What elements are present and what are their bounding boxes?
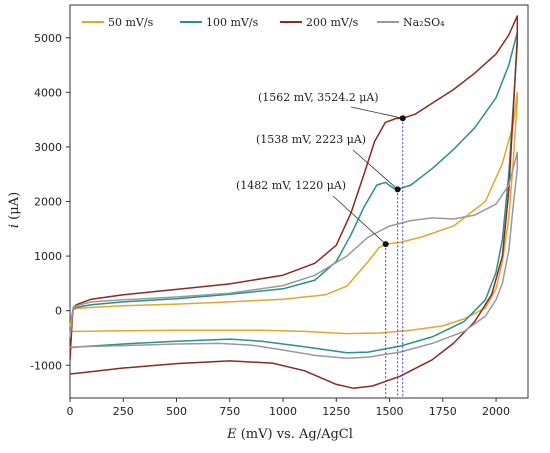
legend-label: 200 mV/s (306, 16, 359, 29)
y-tick-label: 3000 (34, 141, 62, 154)
series-line-3 (69, 151, 519, 359)
annotation-layer: (1562 mV, 3524.2 μA) (1538 mV, 2223 μA) (1… (236, 91, 406, 398)
legend-label: Na₂SO₄ (403, 16, 445, 29)
x-tick-label: 2000 (482, 405, 510, 418)
y-tick-label: 5000 (34, 32, 62, 45)
y-tick-label: -1000 (30, 359, 62, 372)
legend: 50 mV/s 100 mV/s 200 mV/s Na₂SO₄ (82, 16, 445, 29)
plot-border (69, 4, 529, 399)
x-axis-var: E (226, 427, 237, 442)
x-tick-label: 250 (113, 405, 134, 418)
series-line-0 (69, 91, 519, 335)
y-tick-label: 0 (55, 305, 62, 318)
x-axis-unit: (mV) vs. Ag/AgCl (237, 427, 353, 442)
annotation-marker (394, 186, 401, 193)
y-tick-label: 2000 (34, 196, 62, 209)
x-axis-label: E (mV) vs. Ag/AgCl (226, 427, 353, 442)
annotation-leader (352, 149, 398, 190)
annotation-label: (1562 mV, 3524.2 μA) (258, 91, 379, 104)
x-tick-label: 1500 (376, 405, 404, 418)
y-axis-label: i (μA) (7, 192, 22, 228)
annotation-label: (1538 mV, 2223 μA) (256, 133, 366, 146)
annotation-marker (382, 241, 389, 248)
x-tick-label: 0 (67, 405, 74, 418)
y-axis-unit: (μA) (7, 192, 22, 224)
x-tick-label: 1750 (429, 405, 457, 418)
x-tick-label: 500 (166, 405, 187, 418)
legend-label: 100 mV/s (206, 16, 259, 29)
series-line-2 (69, 15, 519, 389)
annotation-leader (332, 195, 386, 245)
legend-label: 50 mV/s (108, 16, 154, 29)
series-layer (69, 15, 519, 389)
y-tick-label: 1000 (34, 250, 62, 263)
annotation-marker (399, 115, 406, 122)
annotation-label: (1482 mV, 1220 μA) (236, 179, 346, 192)
series-line-1 (69, 31, 519, 354)
y-axis-var: i (7, 224, 22, 228)
x-tick-label: 750 (219, 405, 240, 418)
annotation-leader (350, 106, 403, 119)
axis-ticks: 0 250 500 750 1000 1250 1500 1750 2000 -1000 0 1000… (30, 32, 510, 418)
x-tick-label: 1000 (269, 405, 297, 418)
y-tick-label: 4000 (34, 86, 62, 99)
plot-frame (69, 4, 529, 399)
x-tick-label: 1250 (322, 405, 350, 418)
